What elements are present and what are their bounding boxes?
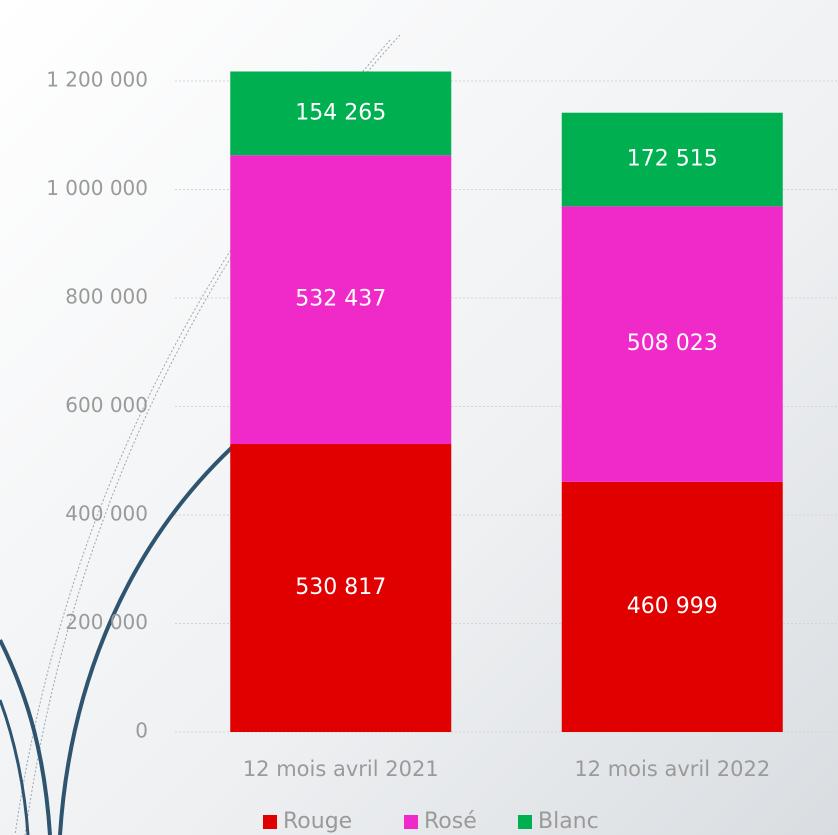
value-label: 154 265	[295, 100, 386, 125]
y-tick-label: 0	[135, 719, 148, 743]
y-tick-label: 600 000	[65, 393, 148, 417]
legend-label: Rosé	[424, 809, 477, 834]
chart: 0 200 000 400 000 600 000 800 000 1 000 000 1 …	[0, 0, 838, 835]
value-label: 460 999	[627, 594, 718, 619]
value-label: 508 023	[627, 331, 718, 356]
y-tick-label: 1 200 000	[46, 68, 148, 92]
legend-swatch	[518, 815, 532, 829]
value-label: 530 817	[295, 575, 386, 600]
legend-swatch	[404, 815, 418, 829]
y-tick-label: 800 000	[65, 285, 148, 309]
value-label: 532 437	[295, 287, 386, 312]
y-tick-label: 1 000 000	[46, 176, 148, 200]
legend-label: Rouge	[283, 809, 352, 834]
x-tick-label: 12 mois avril 2021	[243, 757, 439, 781]
y-tick-label: 200 000	[65, 610, 148, 634]
legend-swatch	[263, 815, 277, 829]
legend-label: Blanc	[538, 809, 599, 834]
x-tick-label: 12 mois avril 2022	[574, 757, 770, 781]
y-tick-label: 400 000	[65, 502, 148, 526]
value-label: 172 515	[627, 147, 718, 172]
